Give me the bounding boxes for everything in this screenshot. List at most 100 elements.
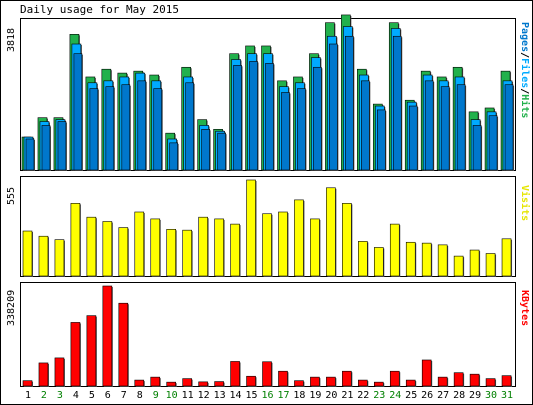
- x-tick-label-day-25: 25: [405, 390, 417, 401]
- panel3-legend: KBytes: [519, 290, 530, 326]
- bar-kbytes-day-11: [182, 378, 193, 387]
- bar-kbytes-day-10: [166, 381, 177, 387]
- bar-visits-day-14: [230, 223, 241, 277]
- bar-visits-day-20: [326, 187, 337, 277]
- bar-visits-day-30: [485, 253, 497, 277]
- bar-visits-day-1: [22, 230, 33, 277]
- x-tick-label-day-2: 2: [41, 390, 47, 401]
- bar-kbytes-day-29: [469, 373, 481, 387]
- bar-visits-day-8: [134, 211, 145, 277]
- bar-visits-day-9: [150, 218, 161, 277]
- bar-visits-day-24: [389, 223, 401, 277]
- bar-kbytes-day-25: [405, 379, 417, 387]
- x-tick-label-day-5: 5: [89, 390, 95, 401]
- bar-visits-day-15: [246, 179, 257, 277]
- bar-kbytes-day-26: [421, 359, 433, 387]
- bar-visits-day-10: [166, 228, 177, 277]
- bar-kbytes-day-16: [262, 361, 273, 387]
- bar-pages-day-1: [25, 138, 35, 171]
- x-tick-label-day-30: 30: [485, 390, 497, 401]
- bar-pages-day-14: [233, 65, 243, 171]
- legend-visits: Visits: [519, 185, 530, 222]
- bar-kbytes-day-23: [373, 381, 385, 387]
- bar-kbytes-day-3: [54, 357, 65, 387]
- bar-kbytes-day-7: [118, 302, 129, 387]
- bar-kbytes-day-6: [102, 285, 113, 387]
- x-tick-label-day-19: 19: [309, 390, 321, 401]
- panel2-legend: Visits: [519, 185, 530, 221]
- bar-pages-day-31: [504, 84, 515, 171]
- bar-kbytes-day-9: [150, 376, 161, 387]
- bar-visits-day-21: [342, 203, 353, 277]
- bar-kbytes-day-15: [246, 375, 257, 387]
- x-tick-label-day-7: 7: [121, 390, 127, 401]
- x-tick-label-day-17: 17: [277, 390, 289, 401]
- bar-pages-day-5: [89, 88, 99, 171]
- panel2-ymax-label: 555: [6, 186, 17, 205]
- bar-kbytes-day-2: [38, 362, 49, 387]
- chart-title: Daily usage for May 2015: [20, 3, 179, 16]
- bar-pages-day-15: [249, 61, 259, 171]
- x-tick-label-day-29: 29: [469, 390, 481, 401]
- legend-hits: Hits: [519, 94, 530, 119]
- x-tick-label-day-1: 1: [25, 390, 31, 401]
- bar-pages-day-20: [329, 43, 339, 172]
- x-tick-label-day-26: 26: [421, 390, 433, 401]
- panel3-ymax-label: 338209: [6, 289, 17, 326]
- bar-pages-day-29: [472, 125, 483, 171]
- x-tick-label-day-6: 6: [105, 390, 111, 401]
- bar-kbytes-day-13: [214, 381, 225, 387]
- bar-visits-day-23: [373, 247, 385, 277]
- bar-kbytes-day-21: [342, 370, 353, 387]
- bar-pages-day-26: [424, 80, 435, 171]
- x-tick-label-day-13: 13: [214, 390, 226, 401]
- bar-visits-day-28: [453, 255, 465, 277]
- bar-kbytes-day-1: [22, 380, 33, 387]
- bar-pages-day-4: [73, 53, 83, 171]
- bar-visits-day-2: [38, 235, 49, 277]
- bar-pages-day-24: [392, 35, 403, 171]
- bar-kbytes-day-22: [358, 379, 369, 387]
- bar-pages-day-19: [313, 66, 323, 171]
- bar-visits-day-25: [405, 241, 417, 277]
- bar-visits-day-11: [182, 229, 193, 277]
- x-tick-label-day-15: 15: [246, 390, 258, 401]
- bar-visits-day-12: [198, 216, 209, 277]
- bar-pages-day-10: [169, 142, 179, 171]
- bar-visits-day-22: [358, 241, 369, 277]
- x-tick-label-day-18: 18: [293, 390, 305, 401]
- bar-kbytes-day-28: [453, 372, 465, 387]
- bar-pages-day-30: [488, 115, 499, 171]
- bar-visits-day-26: [421, 242, 433, 277]
- x-tick-label-day-8: 8: [137, 390, 143, 401]
- bar-pages-day-28: [456, 84, 467, 171]
- bar-kbytes-day-30: [485, 378, 497, 387]
- x-tick-label-day-3: 3: [57, 390, 63, 401]
- legend-files: Files: [519, 58, 530, 89]
- x-tick-label-day-16: 16: [261, 390, 273, 401]
- bar-kbytes-day-24: [389, 370, 401, 387]
- bar-pages-day-27: [440, 86, 451, 171]
- x-tick-label-day-11: 11: [182, 390, 194, 401]
- bar-visits-day-6: [102, 221, 113, 277]
- bar-visits-day-3: [54, 239, 65, 277]
- bar-visits-day-19: [310, 218, 321, 277]
- bar-pages-day-22: [361, 80, 371, 171]
- bar-pages-day-8: [137, 80, 147, 171]
- x-tick-label-day-9: 9: [153, 390, 159, 401]
- bar-kbytes-day-12: [198, 381, 209, 387]
- x-tick-label-day-24: 24: [389, 390, 401, 401]
- bar-visits-day-4: [70, 203, 81, 277]
- x-tick-label-day-14: 14: [230, 390, 242, 401]
- bar-pages-day-13: [217, 132, 227, 171]
- bar-visits-day-17: [278, 211, 289, 277]
- bar-kbytes-day-14: [230, 361, 241, 387]
- bar-pages-day-23: [376, 109, 387, 171]
- x-tick-label-day-10: 10: [166, 390, 178, 401]
- bar-kbytes-day-19: [310, 376, 321, 387]
- legend-kbytes: KBytes: [519, 290, 530, 327]
- bar-visits-day-13: [214, 218, 225, 277]
- x-tick-label-day-22: 22: [357, 390, 369, 401]
